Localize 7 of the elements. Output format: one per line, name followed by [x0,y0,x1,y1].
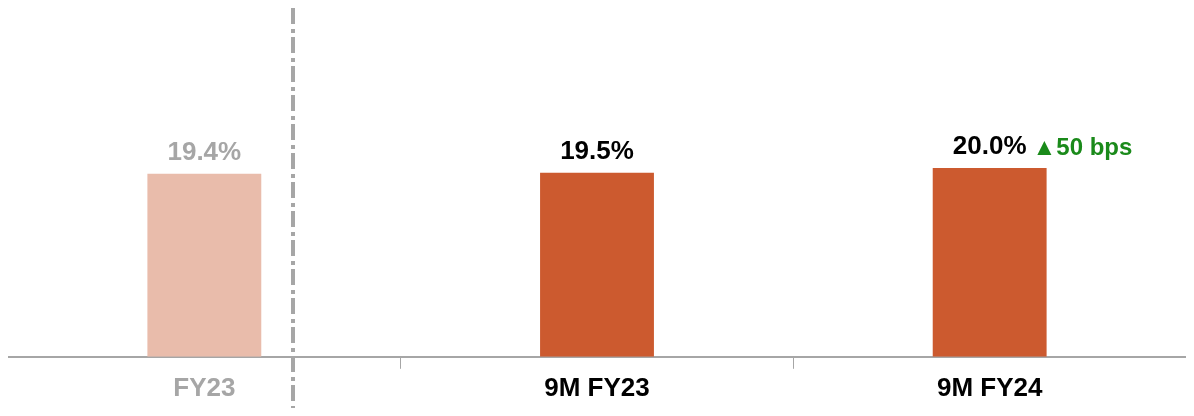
data-label: 19.4% [167,135,242,166]
data-label: 20.0% [952,130,1027,161]
x-tick-label: 9M FY23 [544,371,650,402]
annotation: ▲50 bps [1032,132,1133,160]
x-tick-label: 9M FY24 [936,371,1043,402]
data-label: 19.5% [560,134,634,165]
x-tick-label: FY23 [173,371,236,402]
